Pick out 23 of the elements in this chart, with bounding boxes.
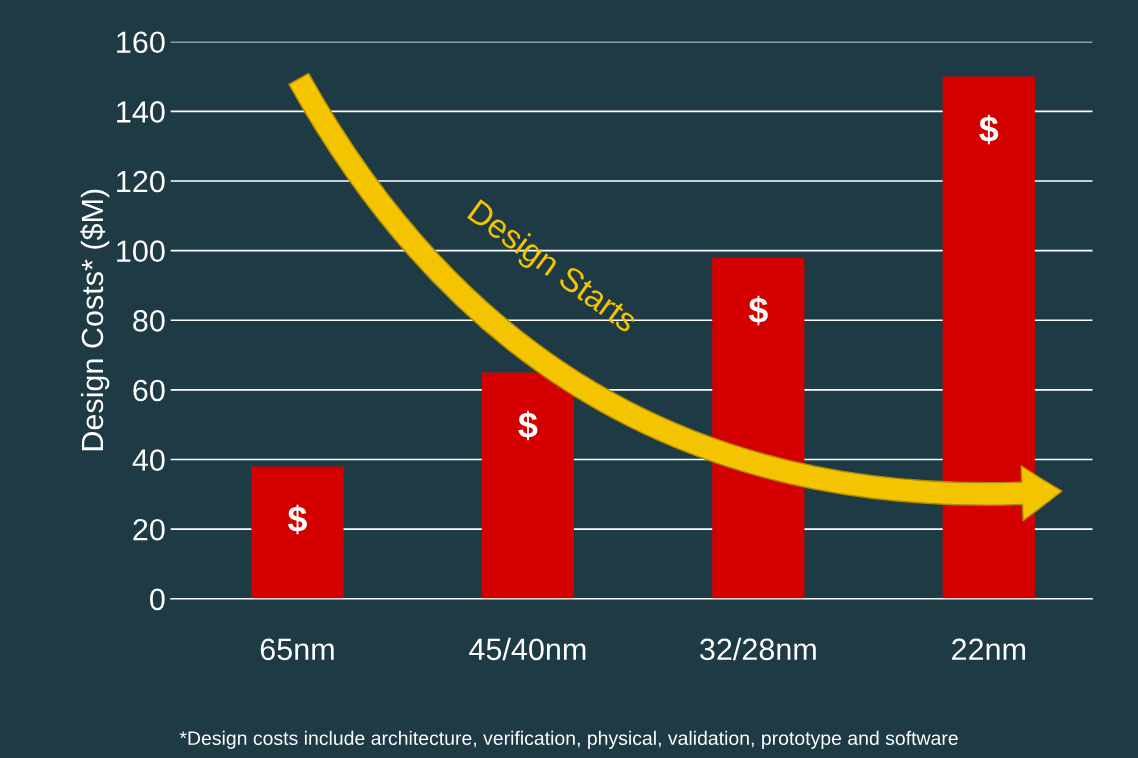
x-tick-label: 22nm [952,638,1025,660]
annotation: $ [979,114,999,145]
y-tick-label: 0 [150,588,165,611]
y-tick-label: 120 [117,170,165,193]
y-tick-label: 80 [133,309,165,332]
x-tick-label: 45/40nm [469,637,586,661]
x-tick-label: 32/28nm [700,637,816,661]
text: *Design costs include architecture, verification, physical, validation, prototype and software [179,730,958,749]
bar [481,372,574,599]
y-tick-label: 140 [117,101,165,123]
y-axis-title: Design Costs* ($M) [80,189,110,451]
y-tick-label: 160 [117,31,165,54]
bar [712,257,805,599]
y-tick-label: 100 [117,240,165,262]
annotation: $ [748,295,768,326]
annotation: $ [518,410,538,441]
bar [251,466,344,599]
x-tick-label: 65nm [260,638,334,661]
annotation: $ [287,504,307,535]
y-tick-label: 60 [133,379,165,402]
y-tick-label: 20 [133,518,165,541]
bar [942,76,1035,599]
y-tick-label: 40 [132,449,165,471]
